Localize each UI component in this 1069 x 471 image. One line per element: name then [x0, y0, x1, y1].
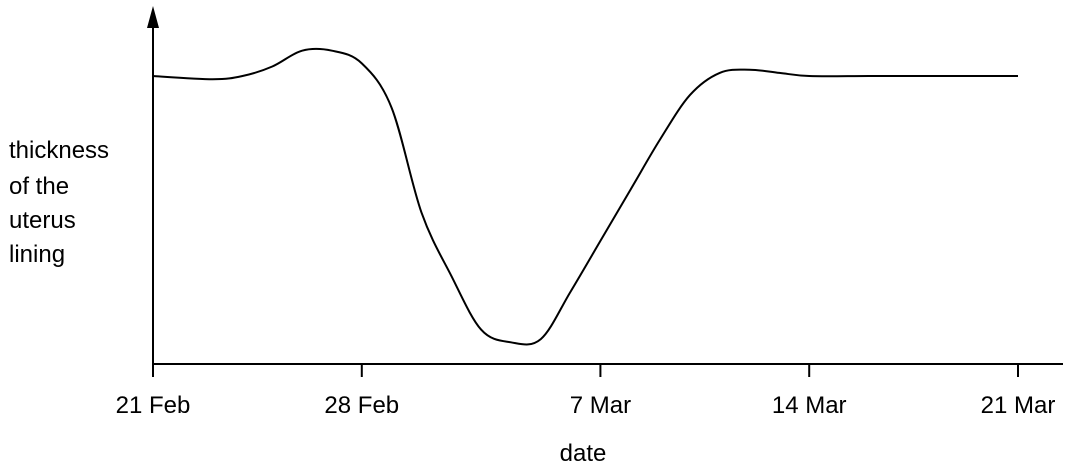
y-axis-arrowhead: [147, 6, 159, 28]
y-axis-label-line-3: uterus: [9, 207, 76, 234]
series-line: [152, 47, 1018, 346]
y-axis-label-line-2: of the: [9, 173, 69, 200]
y-axis-label-line-4: lining: [9, 241, 65, 268]
x-tick-label: 21 Mar: [981, 392, 1056, 419]
x-tick-label: 28 Feb: [324, 392, 399, 419]
x-ticks: 21 Feb 28 Feb 7 Mar 14 Mar 21 Mar: [116, 364, 1056, 419]
y-axis-label-line-1: thickness: [9, 137, 109, 164]
x-tick-label: 21 Feb: [116, 392, 191, 419]
x-tick-label: 7 Mar: [570, 392, 631, 419]
x-axis-label: date: [560, 440, 607, 467]
y-axis-label: thickness of the uterus lining: [9, 137, 109, 268]
axes: 21 Feb 28 Feb 7 Mar 14 Mar 21 Mar: [116, 6, 1063, 419]
x-tick-label: 14 Mar: [772, 392, 847, 419]
